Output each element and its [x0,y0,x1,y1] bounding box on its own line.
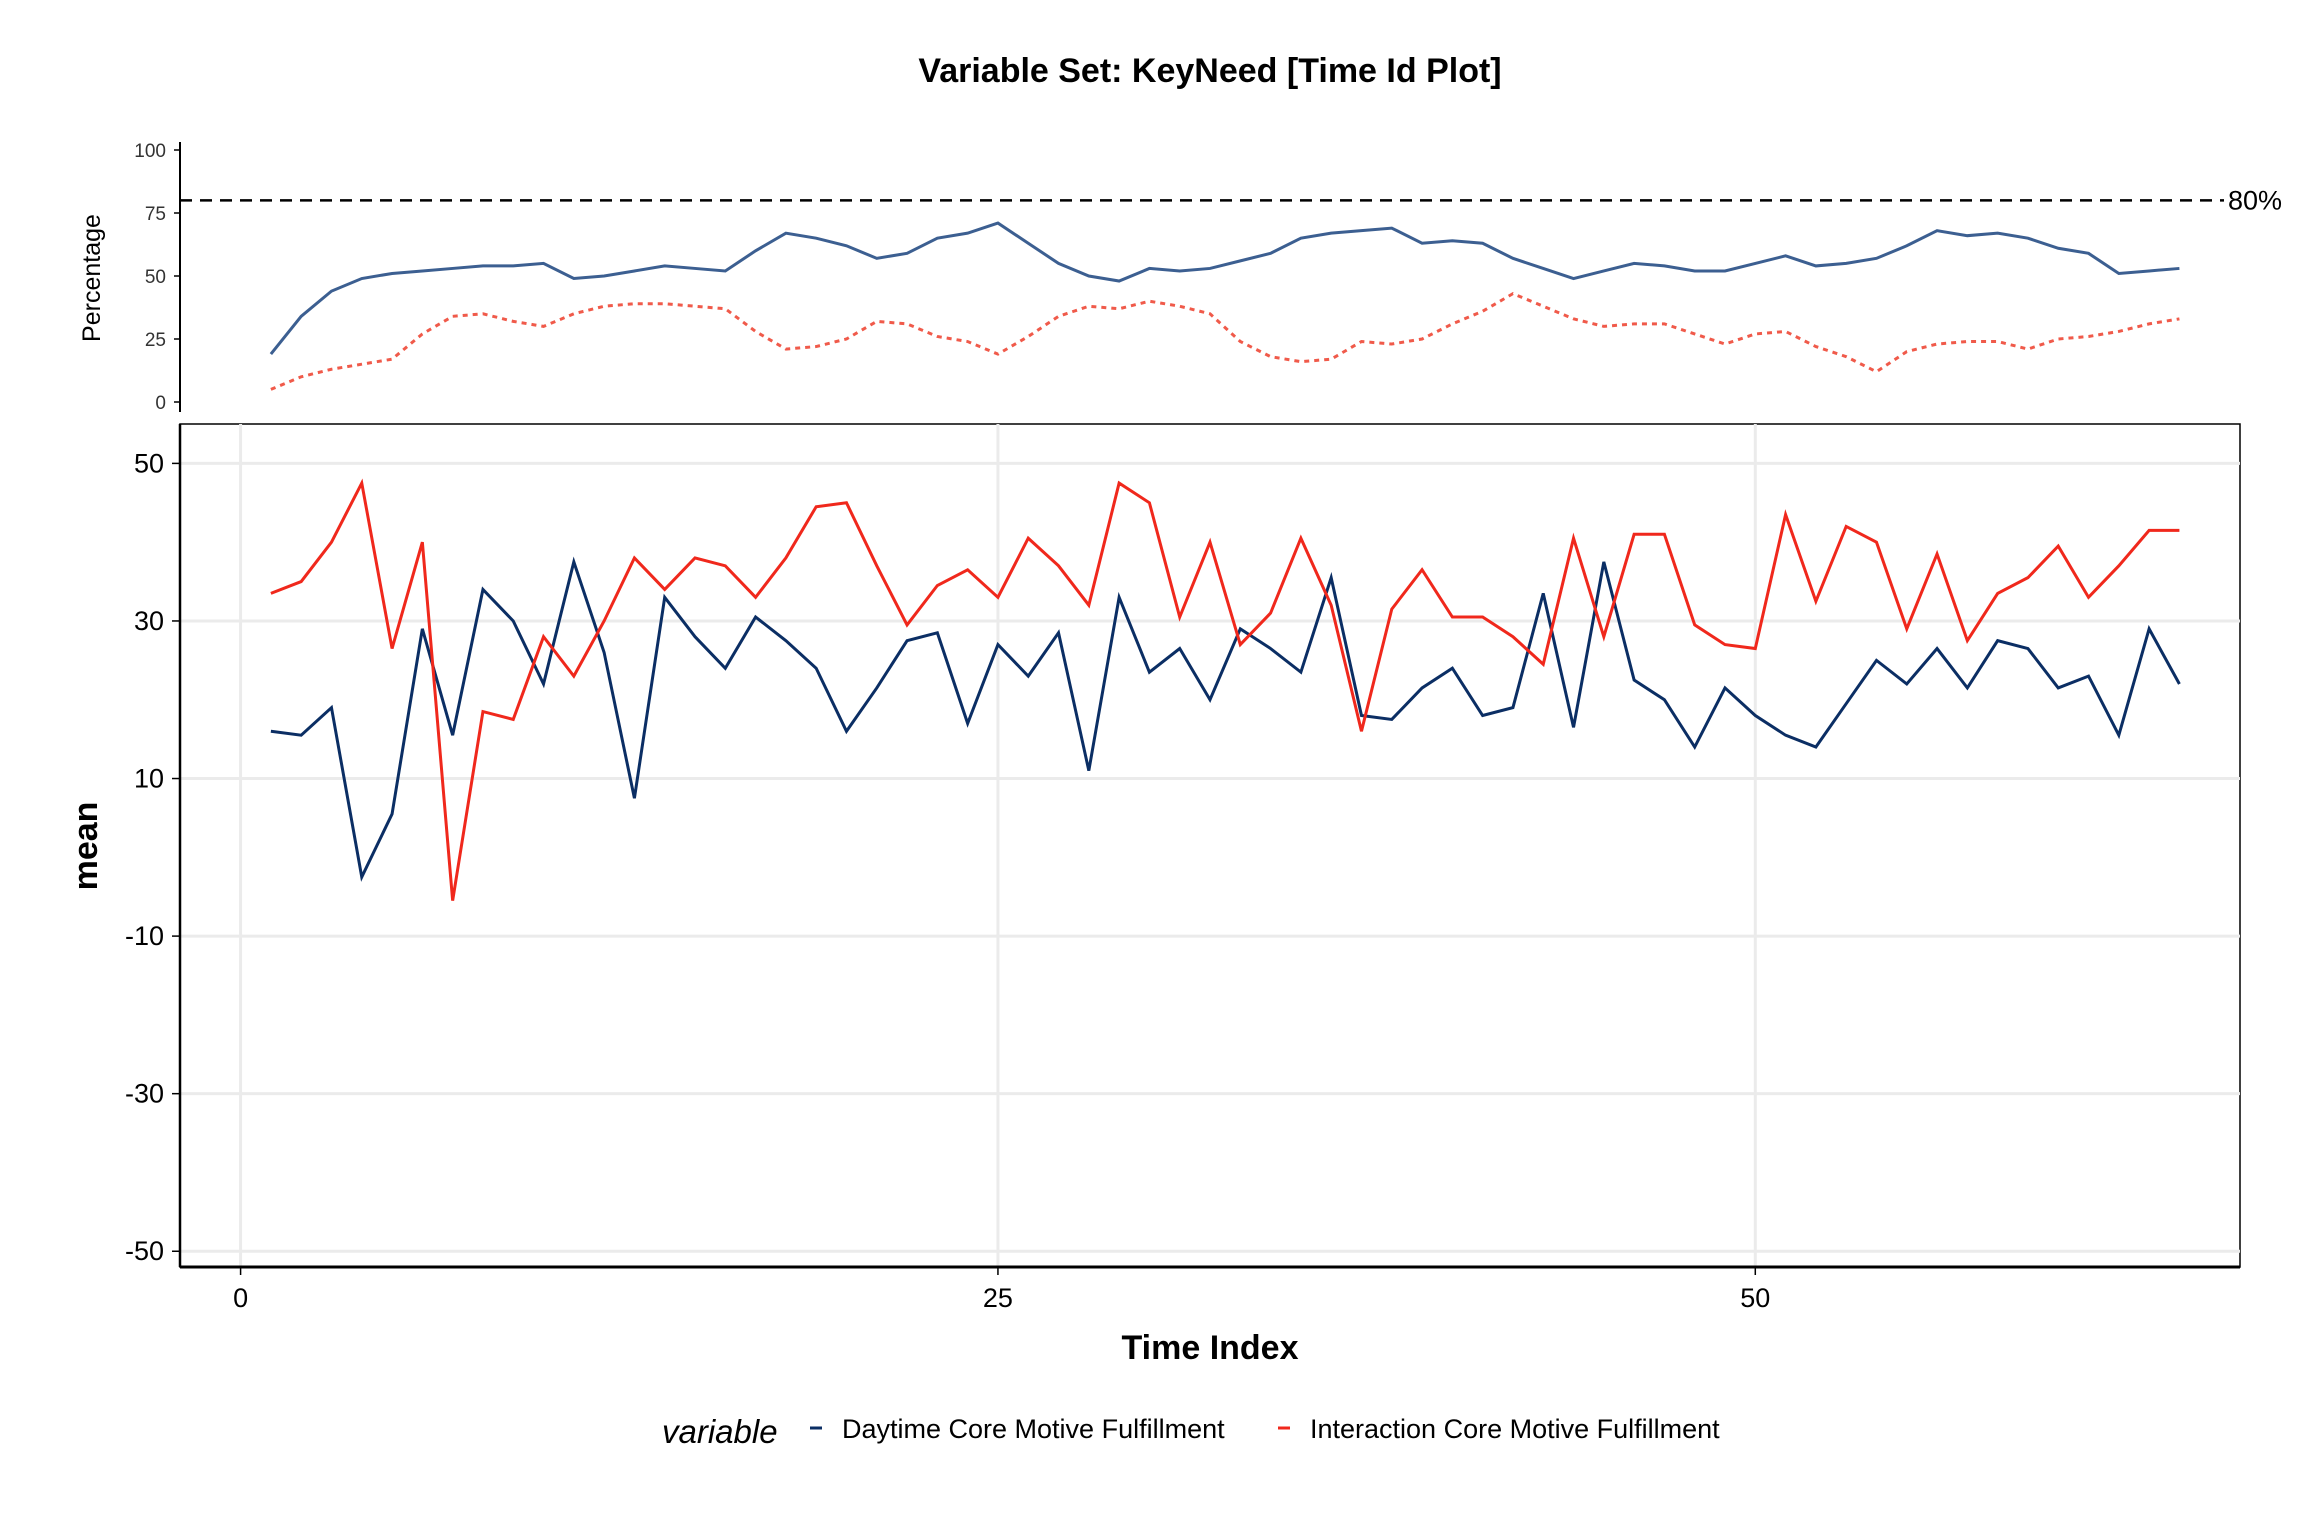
mean-series-daytime [270,556,2181,882]
percentage-y-tick-label: 100 [134,141,166,162]
y-axis-title: mean [67,802,105,891]
mean-series-interaction [270,478,2180,901]
percentage-y-tick-label: 50 [145,267,166,288]
percentage-panel: 0 25 50 75 100 80% Percentage [78,141,2282,414]
legend: variable Daytime Core Motive Fulfillment… [662,1413,1720,1450]
y-tick-label: -50 [125,1236,164,1266]
x-tick-label: 0 [233,1283,248,1313]
legend-label-interaction: Interaction Core Motive Fulfillment [1310,1414,1720,1444]
y-tick-label: 30 [134,606,164,636]
y-tick-label: -10 [125,921,164,951]
x-tick-label: 50 [1740,1283,1770,1313]
y-tick-label: -30 [125,1079,164,1109]
y-tick-label: 50 [134,448,164,478]
x-tick-label: 25 [983,1283,1013,1313]
percentage-y-label: Percentage [78,214,106,342]
legend-label-daytime: Daytime Core Motive Fulfillment [842,1414,1225,1444]
mean-panel-border [179,423,2241,1268]
percentage-y-tick-label: 25 [145,330,166,351]
mean-panel: -50 -30 -10 10 30 50 0 25 50 Time Index mean [67,423,2241,1367]
chart-title: Variable Set: KeyNeed [Time Id Plot] [918,52,1501,90]
y-tick-label: 10 [134,764,164,794]
percentage-y-tick-label: 75 [145,204,166,225]
reference-line-label: 80% [2228,185,2282,215]
percentage-y-tick-label: 0 [155,393,166,414]
x-axis-title: Time Index [1122,1329,1299,1367]
legend-title: variable [662,1413,778,1450]
percentage-series-interaction [270,291,2180,391]
percentage-series-daytime [269,221,2180,356]
